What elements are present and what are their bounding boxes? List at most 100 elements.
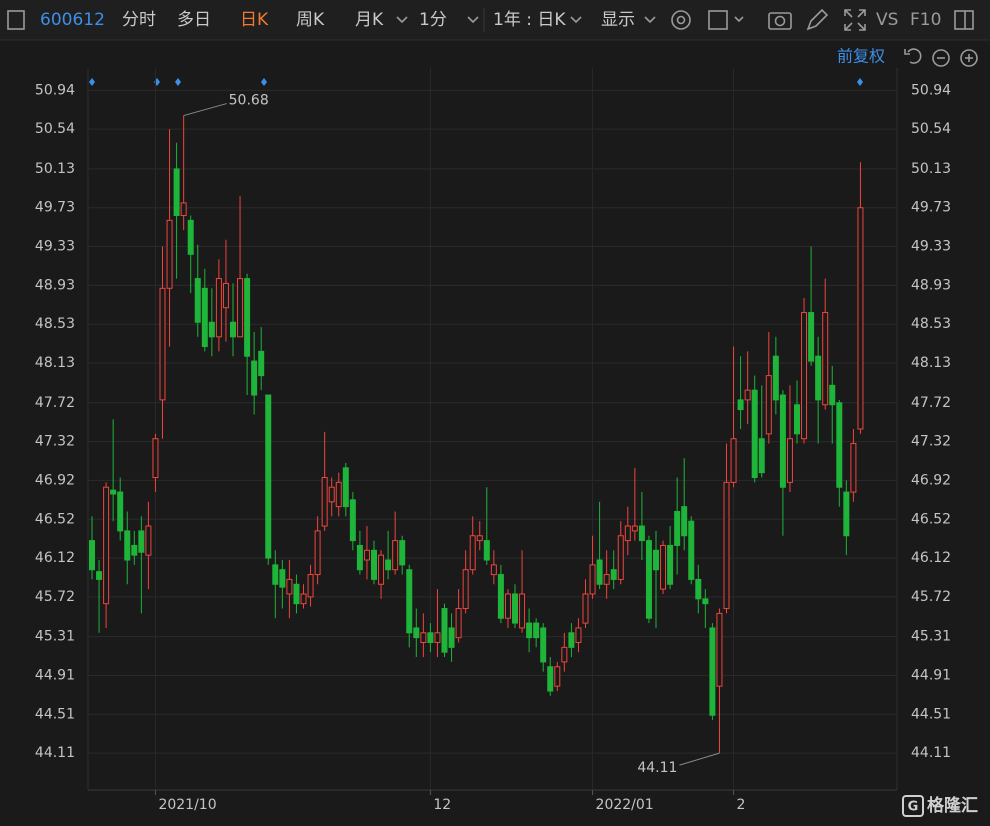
candle-body [822, 312, 829, 406]
stock-code[interactable]: 600612 [40, 10, 105, 30]
f10-button[interactable]: F10 [910, 10, 941, 30]
candle-body [490, 564, 497, 576]
zoom-in-icon[interactable] [960, 49, 978, 67]
candle-body [265, 394, 272, 559]
candle-body [342, 467, 349, 508]
y-tick-label-right: 46.12 [911, 550, 951, 566]
candle-body [702, 598, 709, 605]
candle-body [103, 486, 110, 605]
dropdown-arrow[interactable] [570, 16, 582, 24]
y-tick-label: 48.53 [35, 316, 75, 332]
candle-body [695, 578, 702, 600]
candle-body [462, 569, 469, 610]
candle-body [688, 520, 695, 580]
event-marker[interactable] [89, 78, 95, 86]
candle-body [533, 622, 540, 639]
y-tick-label: 48.93 [35, 277, 75, 293]
undo-icon[interactable] [904, 48, 922, 64]
y-tick-label: 44.11 [35, 745, 75, 761]
tab[interactable]: 1分 [419, 10, 447, 30]
y-tick-label: 49.33 [35, 239, 75, 255]
settings-icon[interactable] [671, 10, 691, 30]
candle-body [716, 612, 723, 687]
display-menu[interactable]: 显示 [601, 10, 635, 30]
y-tick-label-right: 46.52 [911, 511, 951, 527]
y-tick-label-right: 45.72 [911, 589, 951, 605]
fullscreen-icon[interactable] [844, 9, 866, 31]
dropdown-arrow[interactable] [734, 16, 744, 23]
event-marker[interactable] [857, 78, 863, 86]
candle-body [230, 321, 236, 338]
candle-body [751, 389, 758, 479]
dropdown-arrow[interactable] [396, 16, 408, 24]
candle-body [131, 544, 138, 556]
event-markers[interactable] [89, 78, 863, 86]
candle-body [758, 438, 765, 474]
dropdown-arrow[interactable] [644, 16, 656, 24]
candle-body [624, 525, 631, 542]
candle-body [448, 627, 455, 648]
candle-body [829, 384, 836, 406]
vs-button[interactable]: VS [876, 10, 898, 30]
candle-body [653, 549, 659, 571]
y-tick-label-right: 47.32 [911, 434, 951, 450]
candle-body [497, 574, 504, 619]
event-marker[interactable] [261, 78, 267, 86]
candle-body [335, 481, 342, 508]
min-pointer [679, 752, 720, 766]
candle-body [166, 219, 173, 289]
candle-body [836, 402, 843, 488]
y-tick-label: 44.91 [35, 667, 75, 683]
adjust-mode[interactable]: 前复权 [837, 47, 885, 66]
candle-body [765, 375, 772, 435]
sidebar-icon[interactable] [7, 10, 25, 30]
candle-body [363, 549, 370, 561]
tab[interactable]: 分时 [122, 10, 156, 30]
y-tick-label: 46.12 [35, 550, 75, 566]
y-tick-label: 49.73 [35, 200, 75, 216]
logo-text: 格隆汇 [927, 795, 978, 816]
candle-body [286, 578, 293, 595]
checkbox-icon[interactable] [708, 10, 728, 30]
max-label: 50.68 [229, 93, 269, 109]
candle-body [152, 438, 159, 479]
camera-icon[interactable] [768, 12, 792, 30]
candle-body [413, 627, 420, 639]
candle-body [638, 525, 645, 542]
candle-body [469, 535, 476, 571]
toolbar [0, 0, 990, 40]
candle-body [610, 569, 617, 580]
event-marker[interactable] [175, 78, 181, 86]
candle-body [744, 389, 751, 401]
candle-body [504, 593, 511, 619]
candle-body [180, 202, 187, 217]
tab-active[interactable]: 日K [240, 10, 269, 30]
tab[interactable]: 月K [355, 10, 384, 30]
candle-body [272, 564, 279, 585]
panel-icon[interactable] [954, 10, 974, 30]
candle-body [420, 632, 427, 643]
candle-body [519, 593, 526, 629]
candle-body [215, 278, 222, 338]
candle-body [843, 491, 850, 537]
tab[interactable]: 周K [296, 10, 325, 30]
candle-body [483, 540, 490, 561]
y-tick-label-right: 48.53 [911, 316, 951, 332]
y-tick-label: 45.31 [35, 629, 75, 645]
period-select[interactable]: 1年 : 日K [493, 10, 566, 30]
tab[interactable]: 多日 [177, 10, 211, 30]
zoom-out-icon[interactable] [932, 49, 950, 67]
candle-body [561, 646, 568, 663]
candle-body [476, 535, 483, 542]
candle-body [96, 571, 103, 580]
candle-body [772, 355, 779, 401]
candle-body [159, 287, 166, 401]
candle-body [244, 278, 251, 357]
candle-body [786, 438, 793, 483]
y-tick-label-right: 48.93 [911, 277, 951, 293]
candle-body [138, 530, 145, 553]
max-pointer [183, 103, 227, 117]
dropdown-arrow[interactable] [467, 16, 479, 24]
draw-icon[interactable] [806, 8, 829, 31]
